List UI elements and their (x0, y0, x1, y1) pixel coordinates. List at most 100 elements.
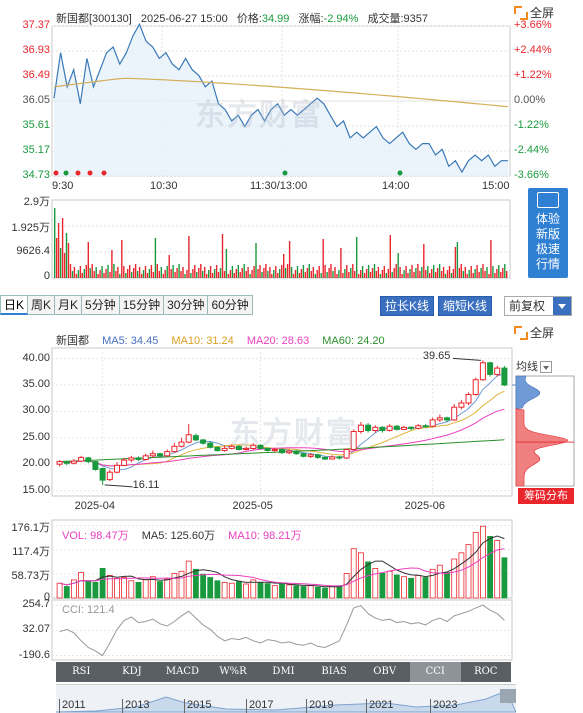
intraday-volume-bar (385, 273, 387, 278)
intraday-volume-bar (269, 267, 271, 278)
tab-cci[interactable]: CCI (409, 662, 461, 682)
candle-body (257, 444, 264, 449)
intraday-volume-bar (348, 272, 350, 278)
intraday-volume-bar (365, 269, 368, 278)
intraday-volume-bar (198, 268, 200, 278)
tab-bias[interactable]: BIAS (321, 666, 347, 677)
intraday-volume-bar (174, 272, 176, 278)
tab-macd[interactable]: MACD (165, 666, 199, 677)
intraday-volume-bar (450, 273, 453, 278)
candle-body (465, 394, 472, 404)
intraday-volume-bar (223, 271, 226, 278)
high-pointer (452, 357, 481, 361)
average-line-select[interactable]: 均线 (516, 358, 552, 374)
volume-bar (322, 587, 328, 599)
intraday-volume-bar (113, 264, 115, 278)
intraday-volume-bar (466, 274, 468, 278)
candle-body (228, 445, 235, 449)
kline-stock-name: 新国都 (56, 335, 89, 347)
tab-dmi[interactable]: DMI (272, 666, 295, 677)
tab-daily-k[interactable]: 日K (0, 295, 29, 315)
candle-body (164, 451, 171, 457)
timeline-navigator[interactable]: 2011 2013 2015 2017 2019 2021 2023 (56, 684, 516, 713)
candle-body (207, 442, 214, 448)
intraday-volume-bar (202, 271, 204, 278)
volume-bar (343, 573, 350, 599)
intraday-volume-bar (231, 266, 234, 278)
adjust-select[interactable]: 前复权 (504, 296, 572, 316)
volume-bar (487, 536, 494, 599)
volume-bar (121, 577, 127, 599)
tab-30min[interactable]: 30分钟 (164, 295, 209, 315)
stretch-kline-button[interactable]: 拉长K线 (380, 296, 435, 316)
tab-wr[interactable]: W%R (219, 666, 247, 677)
candle-body (149, 453, 156, 457)
intraday-volume-bar (383, 266, 385, 278)
intraday-volume-bar (436, 268, 439, 278)
intraday-volume-bar (405, 266, 407, 278)
intraday-fullscreen-button[interactable]: 全屏 (514, 4, 554, 21)
intraday-volume-bar (247, 267, 249, 278)
ad-line-1: 体验 (535, 212, 560, 226)
intraday-volume-bar (427, 266, 429, 278)
candle-body (365, 424, 372, 432)
volume-bar (501, 557, 508, 599)
volume-bar (250, 579, 257, 599)
intraday-volume-bar (413, 272, 415, 278)
intraday-volume-bar (470, 266, 472, 278)
intraday-volume-bar (213, 269, 216, 278)
kline-date-tick: 2025-04 (74, 500, 115, 512)
quote-time: 2025-06-27 15:00 (140, 13, 228, 25)
chip-distribution-button[interactable]: 筹码分布 (518, 488, 574, 504)
kline-fullscreen-button[interactable]: 全屏 (514, 324, 554, 341)
intraday-volume-bar (67, 243, 70, 278)
intraday-volume-bar (478, 272, 480, 278)
candle-body (451, 406, 458, 421)
shrink-kline-button[interactable]: 缩短K线 (438, 296, 493, 316)
intraday-volume-bar (474, 269, 476, 278)
event-dot (75, 170, 81, 176)
intraday-volume-bar (371, 268, 374, 278)
intraday-volume-bar (217, 272, 220, 278)
volume-bar (214, 580, 221, 599)
intraday-volume-bar (136, 271, 139, 278)
chevron-down-icon (553, 297, 571, 315)
volume-value: 9357 (403, 13, 428, 25)
intraday-volume-bar (249, 274, 251, 278)
candle-body (293, 450, 300, 455)
intraday-volume-bar (350, 268, 352, 278)
intraday-volume-bar (182, 267, 184, 278)
intraday-volume-bar (425, 270, 427, 278)
intraday-volume-bar (65, 233, 68, 278)
chart-icon (537, 192, 559, 208)
tab-weekly-k[interactable]: 周K (28, 295, 56, 315)
candle-body (121, 459, 128, 466)
intraday-volume-bar (123, 266, 125, 278)
intraday-volume-bar (180, 271, 182, 278)
tab-60min[interactable]: 60分钟 (208, 295, 253, 315)
intraday-volume-bar (204, 267, 206, 278)
intraday-volume-bar (484, 271, 486, 278)
intraday-volume-bar (79, 266, 82, 278)
tab-rsi[interactable]: RSI (72, 666, 91, 677)
tab-roc[interactable]: ROC (474, 666, 498, 677)
tab-obv[interactable]: OBV (373, 666, 397, 677)
volume-bar (207, 577, 214, 599)
tab-15min[interactable]: 15分钟 (119, 295, 165, 315)
intraday-volume-bar (85, 265, 87, 278)
tab-kdj[interactable]: KDJ (122, 666, 142, 677)
candle-body (343, 449, 350, 459)
navigator-handle[interactable] (500, 689, 516, 703)
intraday-pct-tick: 0.00% (514, 94, 546, 106)
intraday-volume-bar (105, 269, 107, 278)
event-dot (87, 170, 93, 176)
volume-bar (264, 583, 271, 599)
tab-5min[interactable]: 5分钟 (82, 295, 120, 315)
intraday-volume-bar (356, 237, 358, 278)
event-dot (101, 170, 107, 176)
intraday-chart[interactable] (0, 0, 583, 290)
new-quote-ad-button[interactable]: 体验 新版 极速 行情 (528, 188, 568, 278)
volume-bar (85, 581, 92, 599)
tab-monthly-k[interactable]: 月K (55, 295, 83, 315)
